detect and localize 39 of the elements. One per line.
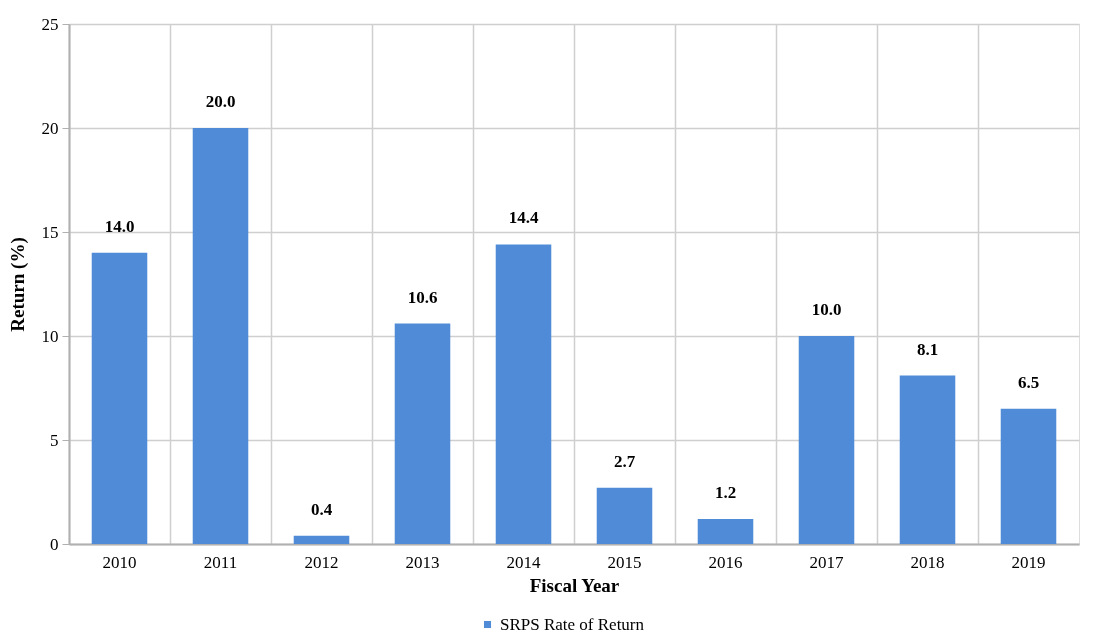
bar [192, 128, 249, 544]
bar [596, 487, 653, 544]
x-tick-label: 2019 [1011, 552, 1046, 572]
bar [495, 244, 552, 544]
y-tick-label: 0 [50, 534, 59, 554]
data-label: 14.0 [104, 216, 135, 236]
y-tick-label: 15 [41, 222, 59, 242]
x-tick-label: 2010 [102, 552, 137, 572]
x-tick-label: 2013 [405, 552, 440, 572]
data-label: 20.0 [205, 92, 236, 111]
x-tick-label: 2018 [910, 552, 945, 572]
x-tick-label: 2011 [203, 552, 238, 572]
bar [697, 519, 754, 544]
bar [293, 535, 350, 544]
data-label: 10.6 [407, 287, 438, 307]
y-tick-label: 10 [41, 326, 59, 346]
bar [394, 323, 451, 544]
x-tick-label: 2017 [809, 552, 844, 572]
legend-label: SRPS Rate of Return [500, 614, 645, 631]
data-label: 8.1 [916, 339, 939, 359]
data-label: 1.2 [714, 483, 737, 503]
y-tick-label: 5 [50, 430, 59, 450]
x-axis-title: Fiscal Year [529, 574, 620, 596]
y-axis-title: Return (%) [6, 237, 29, 332]
bar [91, 252, 148, 544]
bar [798, 336, 855, 544]
x-tick-label: 2015 [607, 552, 642, 572]
y-tick-label: 20 [41, 118, 59, 138]
x-tick-label: 2016 [708, 552, 743, 572]
x-tick-label: 2014 [506, 552, 541, 572]
bar [899, 375, 956, 544]
y-tick-label: 25 [41, 14, 59, 34]
data-label: 0.4 [310, 499, 333, 519]
bar [1000, 408, 1057, 544]
x-tick-label: 2012 [304, 552, 339, 572]
data-label: 10.0 [811, 300, 842, 319]
data-label: 14.4 [508, 208, 539, 228]
data-label: 2.7 [613, 451, 636, 471]
data-label: 6.5 [1017, 372, 1040, 392]
